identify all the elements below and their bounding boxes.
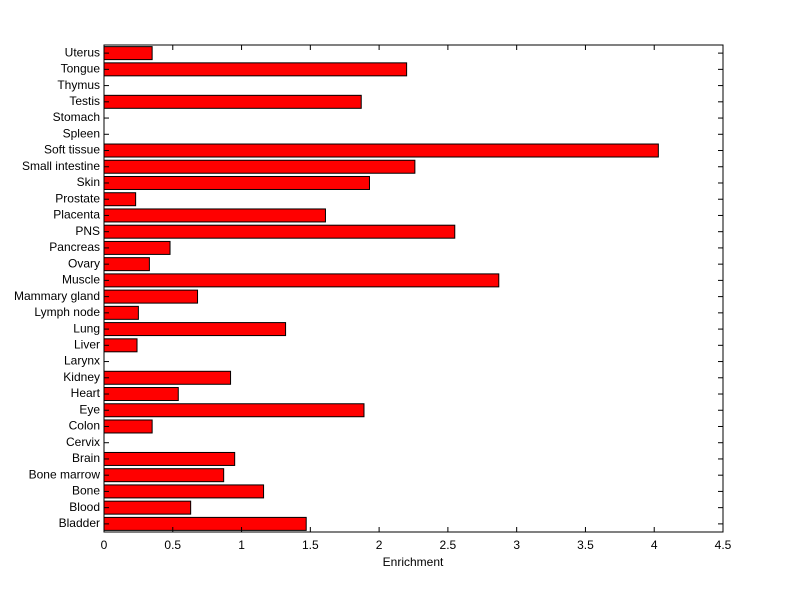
bar [103,289,199,304]
x-tick-label: 1 [238,538,245,552]
plot-frame [103,44,724,533]
bar [103,224,456,239]
y-tick-label: PNS [75,224,100,238]
bar [103,175,370,190]
bar [103,370,232,385]
bar [103,143,659,158]
bar [103,305,139,320]
bar [103,240,171,255]
y-tick-label: Blood [69,500,100,514]
y-tick-label: Stomach [53,110,100,124]
x-tick-label: 2.5 [440,538,457,552]
y-tick-label: Ovary [68,256,100,270]
y-tick-label: Spleen [63,126,100,140]
bar [103,451,236,466]
y-tick-label: Thymus [57,78,100,92]
bar [103,94,362,109]
bar [103,516,307,531]
y-tick-label: Heart [71,386,101,400]
bar [103,208,326,223]
bar [103,419,153,434]
bar [103,62,408,77]
y-tick-label: Liver [74,337,100,351]
bar [103,322,287,337]
x-tick-label: 1.5 [302,538,319,552]
y-tick-label: Bladder [59,516,100,530]
y-tick-label: Pancreas [49,240,100,254]
x-tick-label: 3.5 [577,538,594,552]
y-tick-label: Uterus [65,45,100,59]
y-tick-label: Bone [72,484,100,498]
x-tick-label: 0.5 [164,538,181,552]
x-tick-label: 4 [651,538,658,552]
y-tick-label: Mammary gland [14,289,100,303]
y-tick-label: Muscle [62,273,100,287]
x-axis-label: Enrichment [383,555,444,569]
bar [103,387,179,402]
x-tick-label: 2 [376,538,383,552]
bar [103,159,416,174]
bar [103,257,150,272]
y-tick-label: Lymph node [34,305,100,319]
y-tick-label: Placenta [53,208,100,222]
y-tick-label: Small intestine [22,159,100,173]
y-tick-label: Kidney [63,370,100,384]
bar [103,468,225,483]
y-tick-label: Tongue [61,62,101,76]
y-tick-label: Skin [77,175,100,189]
x-tick-label: 0 [101,538,108,552]
bar [103,46,153,61]
y-tick-label: Colon [69,419,100,433]
y-tick-label: Bone marrow [29,467,101,481]
bar [103,500,192,515]
y-tick-label: Soft tissue [44,143,100,157]
y-tick-label: Brain [72,451,100,465]
bar [103,273,500,288]
y-tick-label: Prostate [55,191,100,205]
y-tick-label: Lung [73,321,100,335]
y-tick-label: Cervix [66,435,100,449]
bar [103,403,365,418]
x-tick-label: 3 [513,538,520,552]
y-tick-label: Larynx [64,354,100,368]
y-tick-label: Eye [79,402,100,416]
y-tick-label: Testis [69,94,100,108]
x-tick-label: 4.5 [715,538,732,552]
bar [103,484,265,499]
